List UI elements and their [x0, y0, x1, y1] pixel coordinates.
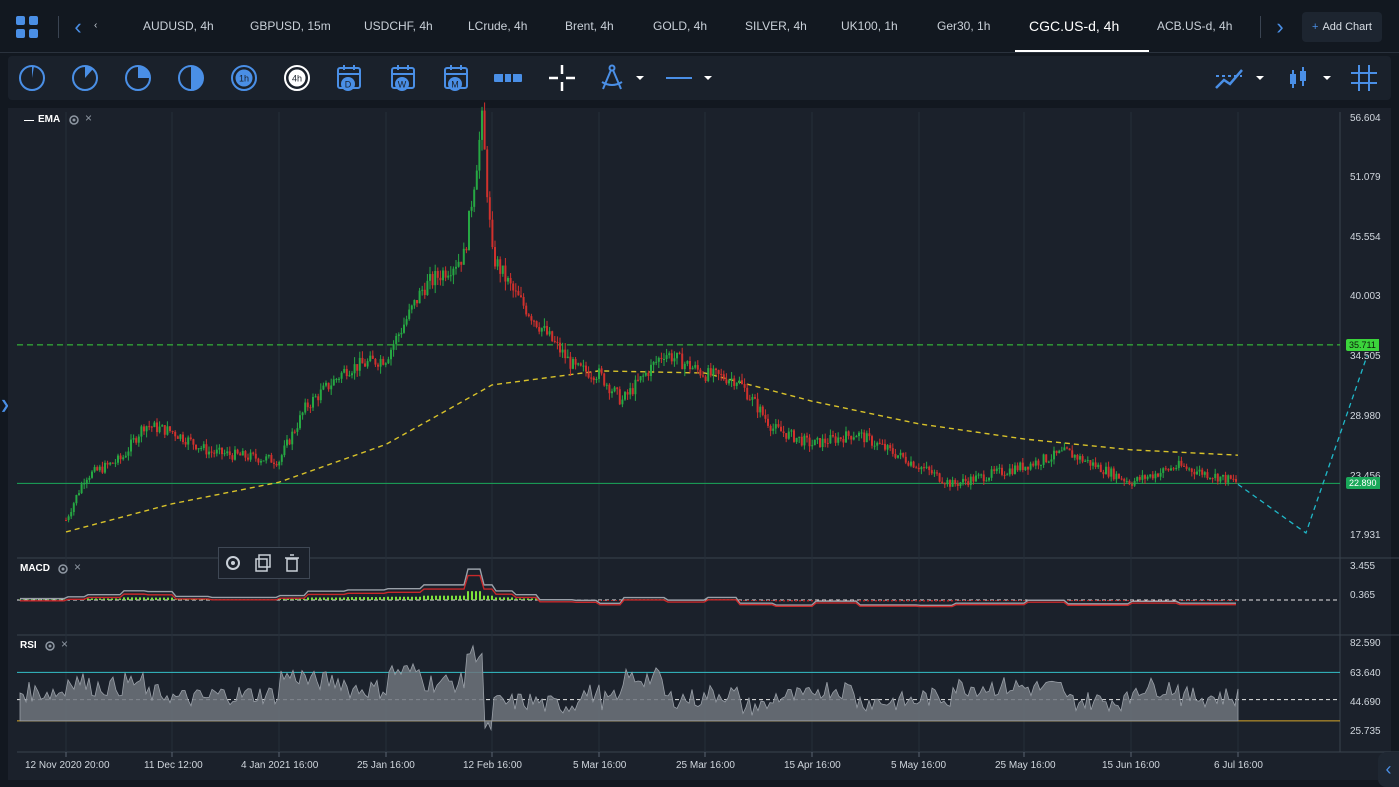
- left-panel-toggle-icon[interactable]: ❯: [0, 398, 11, 412]
- ema-remove-icon[interactable]: ×: [85, 111, 93, 125]
- macd-settings-icon[interactable]: [57, 563, 69, 575]
- time-tick: 5 Mar 16:00: [573, 760, 627, 771]
- tf-4h-text: 4h: [292, 74, 302, 84]
- right-panel-toggle-icon[interactable]: ‹: [1378, 752, 1399, 787]
- tab-truncated[interactable]: ‹: [94, 20, 98, 31]
- layout-grid-icon[interactable]: [14, 14, 40, 40]
- price-tick: 56.604: [1350, 113, 1381, 124]
- crosshair-icon[interactable]: [546, 62, 578, 94]
- tab-brent[interactable]: Brent, 4h: [565, 19, 614, 33]
- time-tick: 25 Mar 16:00: [676, 760, 735, 771]
- ruler-measure-icon[interactable]: [492, 62, 524, 94]
- ema-minus-icon[interactable]: —: [24, 115, 34, 126]
- timeframe-15m-icon[interactable]: [122, 62, 154, 94]
- time-tick: 15 Apr 16:00: [784, 760, 841, 771]
- rsi-tick: 25.735: [1350, 726, 1381, 737]
- time-tick: 4 Jan 2021 16:00: [241, 760, 319, 771]
- macd-tick: 0.365: [1350, 590, 1376, 601]
- price-tick: 23.456: [1350, 471, 1381, 482]
- tab-gbpusd[interactable]: GBPUSD, 15m: [250, 19, 331, 33]
- time-tick: 12 Nov 2020 20:00: [25, 760, 110, 771]
- object-settings-icon[interactable]: [223, 553, 243, 573]
- tab-uk100[interactable]: UK100, 1h: [841, 19, 898, 33]
- macd-indicator-label: MACD: [20, 563, 50, 574]
- time-tick: 6 Jul 16:00: [1214, 760, 1263, 771]
- rsi-settings-icon[interactable]: [44, 640, 56, 652]
- tab-cgc-active[interactable]: CGC.US-d, 4h: [1014, 0, 1150, 52]
- timeframe-1h-icon[interactable]: 1h: [228, 62, 260, 94]
- price-tick: 45.554: [1350, 232, 1381, 243]
- plus-icon: +: [1312, 21, 1319, 33]
- timeframe-5m-icon[interactable]: [69, 62, 101, 94]
- add-chart-button[interactable]: + Add Chart: [1302, 12, 1382, 42]
- time-tick: 25 Jan 16:00: [357, 760, 415, 771]
- tf-d-text: D: [345, 80, 352, 90]
- timeframe-1m-icon[interactable]: [16, 62, 48, 94]
- rsi-tick: 63.640: [1350, 668, 1381, 679]
- timeframe-30m-icon[interactable]: [175, 62, 207, 94]
- symbol-tab-bar: ‹ ‹ AUDUSD, 4h GBPUSD, 15m USDCHF, 4h LC…: [0, 0, 1399, 53]
- rsi-indicator-label: RSI: [20, 640, 37, 651]
- time-tick: 12 Feb 16:00: [463, 760, 522, 771]
- tabs-scroll-right-icon[interactable]: ›: [1276, 14, 1284, 39]
- time-tick: 11 Dec 12:00: [144, 760, 203, 771]
- tab-audusd[interactable]: AUDUSD, 4h: [143, 19, 214, 33]
- rsi-tick: 44.690: [1350, 697, 1381, 708]
- ema-settings-icon[interactable]: [68, 114, 80, 126]
- price-tick: 28.980: [1350, 411, 1381, 422]
- timeframe-day-calendar-icon[interactable]: D: [334, 62, 366, 94]
- tab-gold[interactable]: GOLD, 4h: [653, 19, 708, 33]
- divider: [1260, 16, 1261, 38]
- time-tick: 25 May 16:00: [995, 760, 1056, 771]
- drawing-tools-dropdown-icon[interactable]: [632, 62, 648, 94]
- support-price-tag: 22.890: [1346, 477, 1380, 489]
- rsi-remove-icon[interactable]: ×: [61, 637, 69, 651]
- tf-m-text: M: [451, 80, 459, 90]
- tab-ger30[interactable]: Ger30, 1h: [937, 19, 991, 33]
- line-style-dropdown-icon[interactable]: [700, 62, 716, 94]
- resistance-price-tag: 35.711: [1346, 339, 1379, 351]
- tab-acb[interactable]: ACB.US-d, 4h: [1157, 19, 1233, 33]
- tab-lcrude[interactable]: LCrude, 4h: [468, 19, 528, 33]
- divider: [58, 16, 59, 38]
- grid-toggle-icon[interactable]: [1348, 62, 1380, 94]
- ema-indicator-label: EMA: [38, 114, 61, 125]
- indicators-chart-icon[interactable]: [1213, 62, 1245, 94]
- price-tick: 17.931: [1350, 530, 1381, 541]
- price-tick: 34.505: [1350, 351, 1381, 362]
- indicators-dropdown-icon[interactable]: [1252, 62, 1268, 94]
- drawing-tools-compass-icon[interactable]: [596, 62, 628, 94]
- add-chart-label: Add Chart: [1322, 21, 1372, 33]
- macd-tick: 3.455: [1350, 561, 1376, 572]
- price-tick: 51.079: [1350, 172, 1381, 183]
- delete-object-icon[interactable]: [282, 553, 302, 573]
- time-tick: 15 Jun 16:00: [1102, 760, 1160, 771]
- price-tick: 40.003: [1350, 291, 1381, 302]
- rsi-tick: 82.590: [1350, 638, 1381, 649]
- tf-w-text: W: [398, 80, 407, 90]
- tab-silver[interactable]: SILVER, 4h: [745, 19, 807, 33]
- copy-object-icon[interactable]: [253, 553, 273, 573]
- timeframe-4h-icon[interactable]: 4h: [281, 62, 313, 94]
- chart-area[interactable]: [8, 108, 1391, 780]
- timeframe-month-calendar-icon[interactable]: M: [441, 62, 473, 94]
- tabs-scroll-left-icon[interactable]: ‹: [74, 14, 82, 39]
- timeframe-week-calendar-icon[interactable]: W: [388, 62, 420, 94]
- tab-usdchf[interactable]: USDCHF, 4h: [364, 19, 433, 33]
- chart-toolbar: 1h 4h D W M: [8, 56, 1391, 100]
- candlestick-type-icon[interactable]: [1282, 62, 1314, 94]
- time-tick: 5 May 16:00: [891, 760, 947, 771]
- line-style-icon[interactable]: [664, 62, 696, 94]
- drawing-context-popup: [218, 547, 310, 579]
- macd-remove-icon[interactable]: ×: [74, 560, 82, 574]
- chart-type-dropdown-icon[interactable]: [1319, 62, 1335, 94]
- tf-1h-text: 1h: [239, 74, 249, 84]
